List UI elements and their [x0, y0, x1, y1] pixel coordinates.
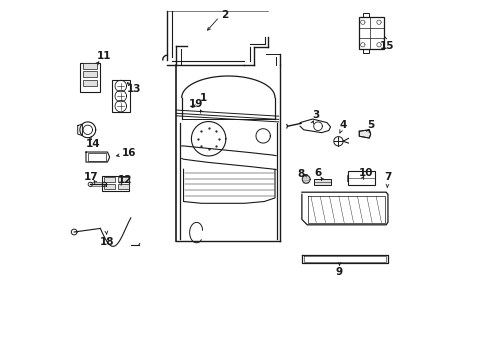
Bar	[362, 49, 368, 53]
Bar	[88, 153, 105, 161]
Bar	[102, 176, 129, 191]
Bar	[82, 80, 97, 86]
Text: 15: 15	[379, 41, 394, 50]
Text: 18: 18	[100, 237, 115, 247]
Bar	[112, 80, 129, 112]
Text: 19: 19	[188, 99, 203, 109]
Text: 10: 10	[358, 168, 372, 178]
Bar	[118, 177, 128, 182]
Text: 11: 11	[97, 51, 111, 61]
Text: 17: 17	[84, 172, 99, 183]
Text: 13: 13	[127, 84, 142, 94]
Bar	[118, 184, 128, 189]
Text: 8: 8	[297, 168, 304, 179]
Polygon shape	[359, 130, 370, 138]
Bar	[314, 179, 330, 185]
Text: 3: 3	[312, 111, 319, 121]
Text: 16: 16	[122, 148, 136, 158]
Bar	[359, 17, 383, 49]
Text: 7: 7	[384, 172, 391, 182]
Text: 4: 4	[339, 121, 346, 130]
Text: 9: 9	[335, 267, 343, 277]
Bar	[346, 175, 348, 181]
Bar	[82, 71, 97, 77]
Text: 6: 6	[314, 168, 321, 178]
Text: 12: 12	[118, 175, 132, 185]
Text: 5: 5	[366, 121, 374, 130]
Bar	[348, 171, 375, 185]
Bar	[104, 184, 115, 189]
Bar	[362, 13, 368, 17]
Text: 1: 1	[199, 93, 206, 103]
Bar	[80, 63, 100, 92]
Text: 14: 14	[86, 139, 100, 149]
Bar	[104, 177, 115, 182]
Bar	[82, 63, 97, 69]
Text: 2: 2	[221, 10, 228, 20]
